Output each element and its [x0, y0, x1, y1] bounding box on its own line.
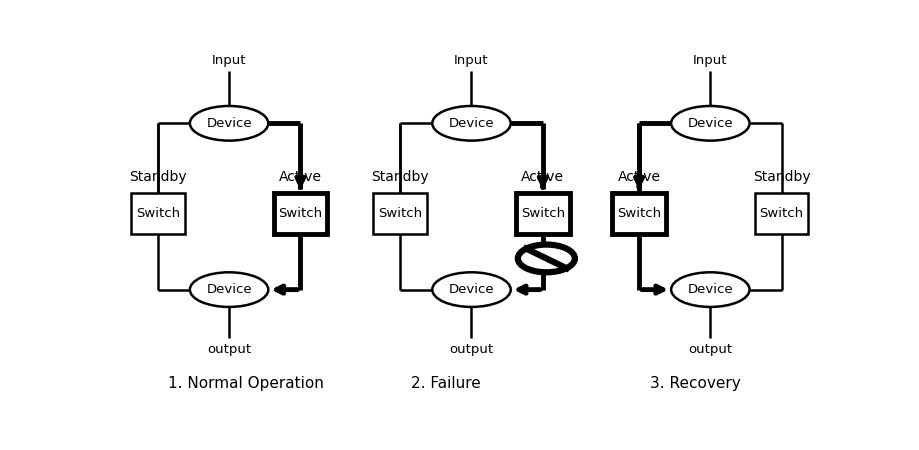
Bar [273, 193, 327, 234]
Ellipse shape [432, 106, 510, 140]
Text: 3. Recovery: 3. Recovery [649, 376, 740, 391]
Text: Device: Device [448, 283, 494, 296]
Ellipse shape [189, 272, 268, 307]
Bar [373, 193, 426, 234]
Bar [516, 193, 569, 234]
Text: 1. Normal Operation: 1. Normal Operation [168, 376, 324, 391]
Text: Active: Active [521, 170, 563, 184]
Ellipse shape [671, 106, 749, 140]
Text: Input: Input [454, 54, 488, 67]
Bar [754, 193, 808, 234]
Text: Switch: Switch [378, 207, 422, 220]
Text: Switch: Switch [278, 207, 322, 220]
Text: Device: Device [686, 117, 732, 130]
Text: Input: Input [211, 54, 246, 67]
Ellipse shape [671, 272, 749, 307]
Text: output: output [687, 343, 732, 356]
Bar [130, 193, 185, 234]
Text: Device: Device [206, 117, 252, 130]
Ellipse shape [517, 245, 574, 272]
Text: Switch: Switch [136, 207, 179, 220]
Text: Standby: Standby [752, 170, 810, 184]
Ellipse shape [432, 272, 510, 307]
Text: Switch: Switch [520, 207, 564, 220]
Text: Standby: Standby [371, 170, 428, 184]
Text: Standby: Standby [129, 170, 187, 184]
Text: Active: Active [617, 170, 660, 184]
Text: output: output [449, 343, 493, 356]
Text: output: output [207, 343, 251, 356]
Text: 2. Failure: 2. Failure [411, 376, 480, 391]
Ellipse shape [189, 106, 268, 140]
Bar [612, 193, 665, 234]
Text: Input: Input [692, 54, 727, 67]
Text: Device: Device [686, 283, 732, 296]
Text: Switch: Switch [617, 207, 661, 220]
Text: Device: Device [206, 283, 252, 296]
Text: Device: Device [448, 117, 494, 130]
Text: Switch: Switch [759, 207, 803, 220]
Text: Active: Active [278, 170, 322, 184]
